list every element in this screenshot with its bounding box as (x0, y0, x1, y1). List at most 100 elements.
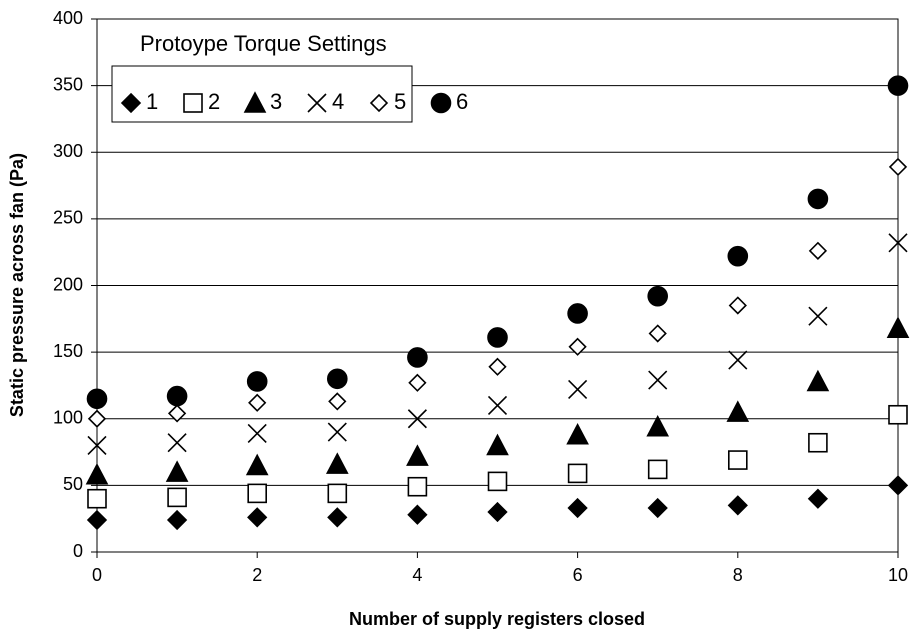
marker (87, 409, 107, 428)
y-tick-label: 350 (53, 74, 83, 94)
marker (326, 368, 348, 390)
legend-label: 4 (332, 89, 344, 114)
series (85, 316, 910, 485)
legend-label: 5 (394, 89, 406, 114)
y-tick-label: 300 (53, 141, 83, 161)
marker (325, 452, 349, 474)
marker (728, 296, 747, 315)
y-tick-label: 0 (73, 541, 83, 561)
marker (407, 476, 428, 497)
marker (328, 392, 347, 411)
marker (486, 433, 509, 456)
marker (167, 404, 187, 423)
marker (888, 233, 908, 253)
x-tick-label: 2 (252, 565, 262, 585)
legend-label: 3 (270, 89, 282, 114)
marker (726, 400, 750, 422)
y-tick-label: 50 (63, 474, 83, 494)
marker (369, 93, 389, 113)
marker (87, 488, 107, 509)
marker (728, 350, 748, 370)
marker (888, 157, 908, 177)
legend-label: 6 (456, 89, 468, 114)
marker (808, 306, 828, 326)
x-axis-label: Number of supply registers closed (349, 609, 645, 629)
x-tick-label: 4 (412, 565, 422, 585)
marker (727, 495, 748, 516)
marker (807, 488, 829, 509)
marker (567, 463, 588, 484)
y-tick-label: 150 (53, 341, 83, 361)
y-tick-label: 200 (53, 274, 83, 294)
marker (488, 357, 507, 376)
marker (430, 92, 452, 114)
marker (647, 459, 668, 480)
marker (886, 316, 910, 338)
plot-frame (96, 18, 899, 553)
marker (887, 475, 909, 496)
series (87, 157, 908, 428)
marker (183, 93, 203, 113)
marker (87, 435, 107, 455)
series (86, 475, 909, 531)
marker (243, 91, 267, 113)
marker (566, 423, 589, 445)
marker (407, 504, 428, 525)
series (87, 404, 908, 509)
marker (567, 497, 588, 519)
x-tick-label: 0 (92, 565, 102, 585)
marker (307, 93, 327, 113)
marker (806, 369, 830, 392)
marker (407, 347, 428, 368)
marker (808, 432, 828, 453)
marker (165, 460, 189, 482)
marker (648, 370, 668, 390)
y-tick-label: 400 (53, 8, 83, 28)
marker (568, 337, 587, 356)
legend-title: Protoype Torque Settings (140, 31, 387, 56)
marker (167, 433, 187, 453)
marker (568, 379, 588, 400)
marker (247, 423, 267, 443)
y-axis-label: Static pressure across fan (Pa) (7, 153, 27, 417)
marker (86, 509, 108, 531)
marker (647, 285, 669, 307)
marker (887, 75, 909, 96)
marker (647, 497, 668, 519)
marker (120, 92, 142, 114)
marker (487, 471, 508, 492)
legend-title-bg (120, 24, 450, 64)
legend-label: 2 (208, 89, 220, 114)
legend-label: 1 (146, 89, 158, 114)
marker (648, 324, 667, 343)
marker (487, 395, 508, 415)
marker (487, 327, 508, 348)
marker (247, 507, 268, 528)
marker (567, 303, 588, 324)
y-tick-label: 100 (53, 408, 83, 428)
marker (245, 453, 269, 476)
marker (327, 483, 348, 504)
marker (248, 393, 267, 412)
x-tick-label: 8 (733, 565, 743, 585)
legend-box (111, 65, 413, 123)
marker (247, 483, 267, 504)
marker (487, 501, 508, 523)
marker (406, 444, 429, 466)
marker (808, 241, 828, 260)
marker (727, 450, 748, 470)
x-tick-label: 6 (573, 565, 583, 585)
legend: Protoype Torque Settings 1 2 3 4 5 6 (111, 24, 468, 123)
marker (327, 507, 348, 528)
marker (86, 388, 108, 410)
series (86, 75, 909, 410)
marker (327, 422, 347, 442)
marker (807, 188, 829, 210)
marker (727, 245, 749, 267)
marker (408, 373, 427, 392)
series (87, 233, 908, 455)
marker (167, 487, 187, 508)
marker (888, 404, 908, 425)
marker (166, 385, 188, 407)
